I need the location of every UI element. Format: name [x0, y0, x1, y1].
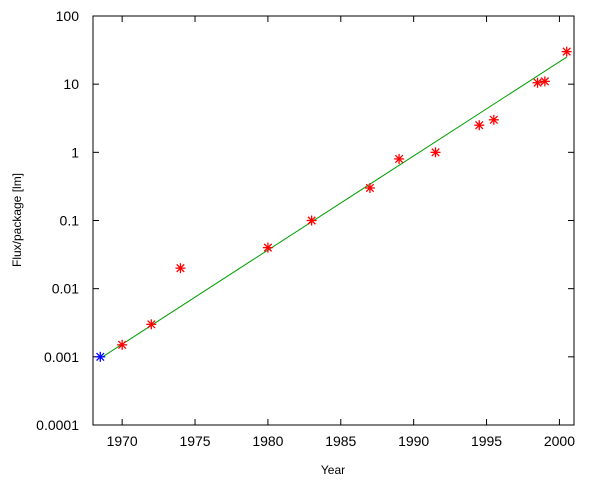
y-tick-label: 0.0001 [36, 417, 79, 433]
data-point [539, 76, 550, 87]
x-tick-label: 1980 [252, 433, 283, 449]
data-point [306, 215, 317, 226]
data-point [175, 263, 186, 274]
data-point [117, 339, 128, 350]
y-tick-label: 0.01 [52, 281, 79, 297]
y-tick-label: 0.1 [60, 213, 80, 229]
y-tick-label: 10 [63, 76, 79, 92]
plot-frame [92, 15, 575, 426]
data-point [488, 114, 499, 125]
data-points [95, 46, 572, 362]
data-point [95, 351, 106, 362]
x-tick-label: 1990 [398, 433, 429, 449]
x-axis-label: Year [321, 463, 345, 477]
y-tick-label: 0.001 [44, 349, 79, 365]
data-point [561, 46, 572, 57]
data-point [430, 147, 441, 158]
data-point [474, 120, 485, 131]
y-tick-label: 100 [56, 8, 80, 24]
x-tick-label: 1995 [471, 433, 502, 449]
data-point [262, 242, 273, 253]
x-tick-label: 1985 [325, 433, 356, 449]
data-point [532, 77, 543, 88]
data-point [394, 153, 405, 164]
y-axis-ticks: 0.0001 0.001 0.01 0.1 1 10 100 [36, 8, 574, 433]
x-tick-label: 1975 [179, 433, 210, 449]
data-point [364, 182, 375, 193]
y-axis-label: Flux/package [lm] [10, 173, 24, 267]
data-point [146, 319, 157, 330]
x-axis-ticks: 1970 1975 1980 1985 1990 1995 2000 [107, 16, 575, 449]
y-tick-label: 1 [71, 144, 79, 160]
trend-line [100, 56, 567, 359]
x-tick-label: 1970 [107, 433, 138, 449]
trend-line-group [100, 56, 567, 359]
x-tick-label: 2000 [544, 433, 575, 449]
